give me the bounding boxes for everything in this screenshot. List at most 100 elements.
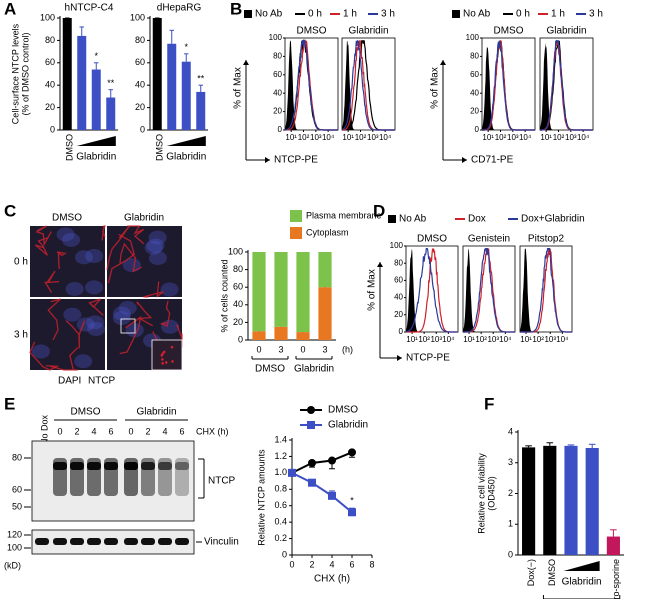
bar-segment <box>252 252 266 332</box>
panel-letter: C <box>4 201 16 220</box>
y-axis-label: Cell-surface NTCP levels <box>10 23 20 124</box>
arrow-head <box>440 60 446 65</box>
y-tick-label: 1.2 <box>274 451 287 461</box>
membrane-stain <box>34 237 48 256</box>
y-tick-label: 100 <box>390 241 404 250</box>
membrane-stain <box>127 225 145 245</box>
y-tick-label: 100 <box>40 12 55 22</box>
nucleus <box>31 344 50 359</box>
y-tick-label: 0 <box>282 549 287 559</box>
y-tick-label: 100 <box>466 33 480 42</box>
x-tick-label: 10⁴ <box>442 335 455 344</box>
x-tick-label: 10¹ <box>342 133 354 142</box>
legend-swatch <box>244 10 252 18</box>
nucleus <box>122 258 141 273</box>
arrow-head <box>397 355 402 361</box>
bar <box>606 536 620 555</box>
membrane-stain <box>143 281 164 298</box>
group-label: Glabridin <box>562 577 602 588</box>
band <box>104 462 118 470</box>
vesicle <box>162 350 166 354</box>
bar <box>196 91 206 130</box>
arrow-head <box>265 157 270 163</box>
chart-title: dHepaRG <box>157 3 202 14</box>
y-tick-label: 60 <box>233 282 243 292</box>
panel-letter: E <box>4 394 15 413</box>
lane-label: No Dox <box>39 414 49 445</box>
legend-label: 1 h <box>343 9 357 20</box>
chart-title: hNTCP-C4 <box>65 3 114 14</box>
significance: * <box>184 42 188 52</box>
nucleus <box>161 319 180 334</box>
vesicle <box>160 354 164 357</box>
histogram-fill <box>540 42 593 130</box>
y-tick-label: 20 <box>394 310 403 319</box>
time-axis-label: CHX (h) <box>196 426 229 436</box>
y-tick-label: 40 <box>135 80 145 90</box>
y-tick-label: 80 <box>233 264 243 274</box>
nucleus <box>85 280 104 295</box>
y-tick-label: 2 <box>508 488 513 498</box>
x-tick-label: 6 <box>349 559 354 569</box>
nucleus <box>144 240 163 255</box>
vesicle <box>161 358 164 361</box>
plot-title: DMSO <box>494 26 524 37</box>
x-tick-label: 10² <box>532 335 544 344</box>
plot-frame <box>519 245 573 333</box>
x-tick-label: 8 <box>369 559 374 569</box>
bar-segment <box>274 252 288 327</box>
legend-label: 0 h <box>308 9 322 20</box>
band <box>53 538 67 545</box>
legend-label: 1 h <box>551 9 565 20</box>
series-line <box>291 471 353 514</box>
mw-label: 50 <box>12 501 22 511</box>
significance: * <box>94 51 98 61</box>
legend-label: Glabridin <box>328 420 368 431</box>
band <box>175 462 189 470</box>
y-tick-label: 20 <box>470 107 479 116</box>
x-tick-label: 10² <box>495 133 507 142</box>
histogram-fill <box>520 248 572 332</box>
plot-frame <box>341 37 396 131</box>
y-tick-label: 60 <box>470 70 479 79</box>
plot-title: Genistein <box>468 234 510 245</box>
x-tick-label: 0 <box>289 559 294 569</box>
legend-label: 3 h <box>589 9 603 20</box>
nucleus <box>75 250 94 265</box>
band <box>141 538 155 545</box>
bar <box>585 447 599 555</box>
membrane-stain <box>101 225 106 241</box>
band <box>53 462 67 470</box>
x-tick-label: DMSO <box>547 559 557 586</box>
x-tick-label: 10⁴ <box>556 335 569 344</box>
point <box>308 459 316 467</box>
band <box>158 538 172 545</box>
group-label: DMSO <box>71 407 101 418</box>
y-tick-label: 40 <box>233 299 243 309</box>
band <box>70 538 84 545</box>
x-tick-label: 10⁴ <box>499 335 512 344</box>
nucleus <box>56 227 75 242</box>
band <box>141 462 155 470</box>
x-axis-label: CHX (h) <box>314 574 350 585</box>
bar <box>167 43 177 131</box>
y-tick-label: 0 <box>238 334 243 344</box>
plot-title: Glabridin <box>348 26 388 37</box>
panel-letter: D <box>373 201 385 220</box>
y-tick-label: 0 <box>508 549 513 559</box>
y-tick-label: 40 <box>273 88 282 97</box>
bar <box>91 69 101 130</box>
significance: * <box>350 496 354 506</box>
x-tick-label: 3 <box>322 344 327 354</box>
y-tick-label: 1.0 <box>274 467 287 477</box>
membrane-stain <box>136 301 154 327</box>
nucleus <box>148 251 167 266</box>
y-tick-label: 0 <box>278 125 283 134</box>
vesicle <box>171 360 174 363</box>
x-tick-label: 10⁴ <box>322 133 335 142</box>
group-label: Glabridin <box>136 407 176 418</box>
x-tick-label: 0 <box>300 344 305 354</box>
dose-triangle <box>563 561 600 571</box>
arrow-head <box>377 262 383 267</box>
plot-frame <box>462 245 516 333</box>
